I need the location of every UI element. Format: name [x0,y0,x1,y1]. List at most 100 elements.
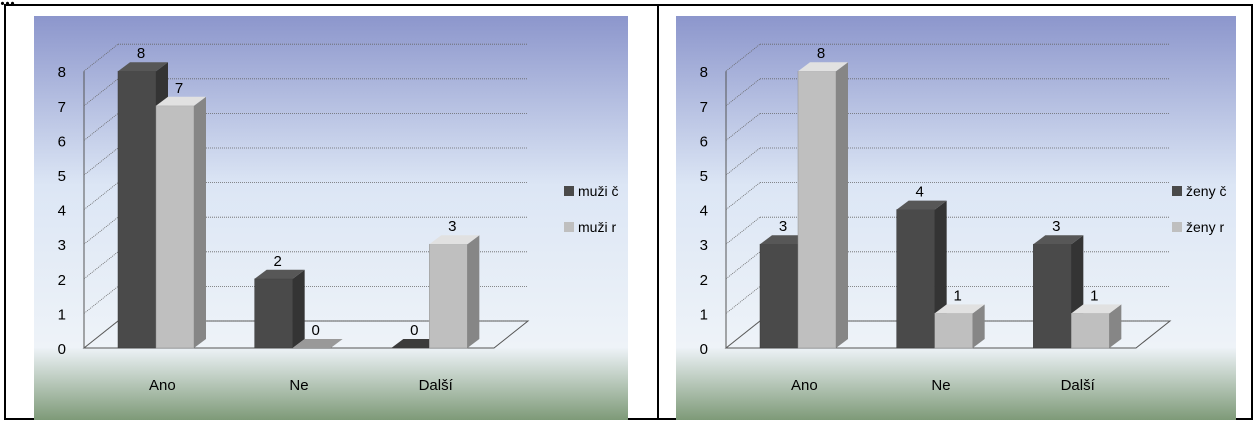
y-tick-label: 7 [58,99,66,116]
bar [934,304,985,349]
y-tick-label: 2 [58,272,66,289]
gridline-side [725,147,761,176]
gridline-side [725,251,761,280]
bar-front [117,70,157,349]
gridline-side [725,320,761,349]
x-tick-label: Ano [791,377,818,394]
chart-men: 0 1 2 3 4 5 6 7 8 Ano Ne Další 8 7 2 0 0 3 muži č muži r [34,16,628,420]
data-label: 0 [410,322,418,339]
data-label: 3 [448,218,456,235]
bar [155,96,206,349]
y-tick-label: 8 [700,64,708,81]
chart-background [676,16,1236,420]
data-label: 1 [953,287,961,304]
bar-side [292,269,305,348]
y-tick-label: 4 [58,203,66,220]
bar-top [1071,304,1122,314]
bar-front [797,70,837,349]
y-tick-label: 3 [58,237,66,254]
data-label: 3 [1052,218,1060,235]
chart-svg: 0 1 2 3 4 5 6 7 8 Ano Ne Další 3 8 4 1 3 1 ženy č ženy r [676,16,1236,420]
bar-front [1033,243,1072,349]
gridline-side [83,251,119,280]
bar-top [118,62,168,72]
gridline-side [725,43,761,72]
bar [292,339,343,348]
bar-top [429,235,480,245]
x-tick-label: Další [1061,377,1096,394]
y-tick-label: 6 [700,133,708,150]
data-label: 4 [915,184,923,201]
gridline-side [83,78,119,107]
bar-front [429,243,468,349]
gridline-side [83,113,119,141]
bar-top [760,235,810,245]
x-tick-label: Ano [149,377,176,394]
bar-top [1033,235,1084,245]
chart-svg: 0 1 2 3 4 5 6 7 8 Ano Ne Další 8 7 2 0 0 3 muži č muži r [34,16,628,420]
bar-front [896,209,935,349]
chart-women: 0 1 2 3 4 5 6 7 8 Ano Ne Další 3 8 4 1 3 1 ženy č ženy r [676,16,1236,420]
y-tick-label: 4 [700,203,708,220]
legend-swatch [1172,186,1182,196]
gridline-side [725,182,761,210]
bar-front [1071,313,1110,349]
y-tick-label: 3 [700,237,708,254]
y-tick-label: 8 [58,64,66,81]
gridline-side [725,286,761,314]
legend-swatch [1172,222,1182,232]
bar [896,200,947,349]
bar [429,235,480,349]
data-label: 1 [1090,287,1098,304]
y-tick-label: 7 [700,99,708,116]
legend-label: ženy r [1186,219,1224,235]
y-tick-label: 6 [58,133,66,150]
bar-front [155,105,195,349]
bar-side [1109,304,1122,348]
gridline-side [83,147,119,176]
table-divider [657,4,659,420]
bar-side [467,235,480,348]
data-label: 2 [273,253,281,270]
bar-front [934,313,973,349]
bar-top [391,339,442,348]
gridline-side [83,320,119,349]
y-tick-label: 0 [700,341,708,358]
data-label: 8 [137,45,145,62]
legend-swatch [564,186,574,196]
y-tick-label: 0 [58,341,66,358]
y-tick-label: 5 [58,168,66,185]
bar-top [798,62,848,72]
legend-label: ženy č [1186,183,1226,199]
y-tick-label: 5 [700,168,708,185]
data-label: 8 [817,45,825,62]
bar-top [156,96,206,106]
bar [391,339,442,348]
bar-side [972,304,985,348]
bar [254,269,305,349]
data-label: 7 [175,80,183,97]
gridline-side [83,216,119,245]
legend-label: muži č [578,183,618,199]
bar-top [292,339,343,348]
legend-swatch [564,222,574,232]
x-tick-label: Další [419,377,454,394]
bar-front [254,278,293,349]
bar-top [896,200,947,210]
bar-side [836,62,848,348]
gridline-side [725,113,761,141]
bar-side [194,96,206,348]
gridline-side [725,78,761,107]
x-tick-label: Ne [931,377,950,394]
bar-top [254,269,305,279]
y-tick-label: 1 [58,306,66,323]
bar-top [934,304,985,314]
gridline-side [83,43,119,72]
data-label: 3 [779,218,787,235]
gridline-side [83,286,119,314]
bar [797,62,848,349]
gridline-side [83,182,119,210]
table-frame [4,4,1253,420]
bar [1071,304,1122,349]
